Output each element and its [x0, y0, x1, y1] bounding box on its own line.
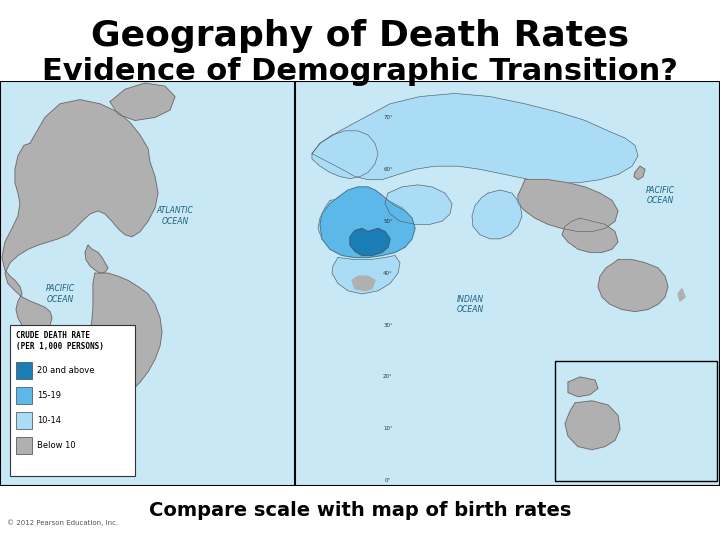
Bar: [10, 325, 135, 476]
Text: 50°: 50°: [383, 219, 393, 224]
Polygon shape: [634, 166, 645, 180]
Polygon shape: [312, 131, 378, 179]
Polygon shape: [472, 190, 522, 239]
Polygon shape: [332, 255, 400, 294]
Text: 60°: 60°: [383, 167, 393, 172]
Bar: [295, 81, 720, 486]
Text: Below 10: Below 10: [37, 441, 76, 450]
Text: PACIFIC
OCEAN: PACIFIC OCEAN: [45, 284, 75, 303]
Bar: [555, 361, 717, 481]
Text: Evidence of Demographic Transition?: Evidence of Demographic Transition?: [42, 57, 678, 86]
Polygon shape: [352, 276, 375, 291]
Bar: [16, 362, 32, 379]
Text: 20°: 20°: [383, 374, 393, 380]
Text: © 2012 Pearson Education, Inc.: © 2012 Pearson Education, Inc.: [7, 520, 119, 526]
Bar: [16, 387, 32, 404]
Text: 20 and above: 20 and above: [37, 366, 94, 375]
Text: 15-19: 15-19: [37, 391, 61, 400]
Polygon shape: [350, 228, 390, 255]
Text: Geography of Death Rates: Geography of Death Rates: [91, 19, 629, 53]
Text: 10-14: 10-14: [37, 416, 61, 425]
Polygon shape: [598, 260, 668, 312]
Polygon shape: [0, 81, 295, 486]
Polygon shape: [312, 93, 638, 183]
Text: INDIAN
OCEAN: INDIAN OCEAN: [456, 294, 484, 314]
Text: 10°: 10°: [383, 427, 393, 431]
Polygon shape: [90, 273, 162, 395]
Bar: [16, 412, 32, 429]
Polygon shape: [110, 83, 175, 120]
Polygon shape: [562, 218, 618, 252]
Polygon shape: [385, 185, 452, 224]
Text: PACIFIC
OCEAN: PACIFIC OCEAN: [645, 186, 675, 205]
Text: ATLANTIC
OCEAN: ATLANTIC OCEAN: [156, 206, 194, 226]
Polygon shape: [565, 401, 620, 450]
Polygon shape: [678, 289, 685, 301]
Bar: [16, 437, 32, 454]
Text: Compare scale with map of birth rates: Compare scale with map of birth rates: [149, 501, 571, 520]
Polygon shape: [320, 187, 415, 258]
Text: 40°: 40°: [383, 271, 393, 275]
Polygon shape: [318, 197, 415, 258]
Polygon shape: [85, 245, 108, 273]
Polygon shape: [568, 377, 598, 397]
Text: CRUDE DEATH RATE
(PER 1,000 PERSONS): CRUDE DEATH RATE (PER 1,000 PERSONS): [16, 331, 104, 350]
Text: 0°: 0°: [385, 478, 391, 483]
Polygon shape: [518, 180, 618, 232]
Text: 30°: 30°: [383, 322, 393, 328]
Polygon shape: [2, 100, 158, 332]
Text: 70°: 70°: [383, 115, 393, 120]
